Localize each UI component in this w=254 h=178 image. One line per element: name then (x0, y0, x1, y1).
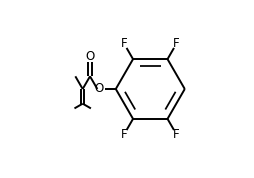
Text: F: F (121, 128, 127, 141)
Text: F: F (121, 37, 127, 50)
Text: O: O (95, 82, 104, 96)
Text: F: F (173, 128, 180, 141)
Text: O: O (85, 50, 95, 63)
Text: F: F (173, 37, 180, 50)
